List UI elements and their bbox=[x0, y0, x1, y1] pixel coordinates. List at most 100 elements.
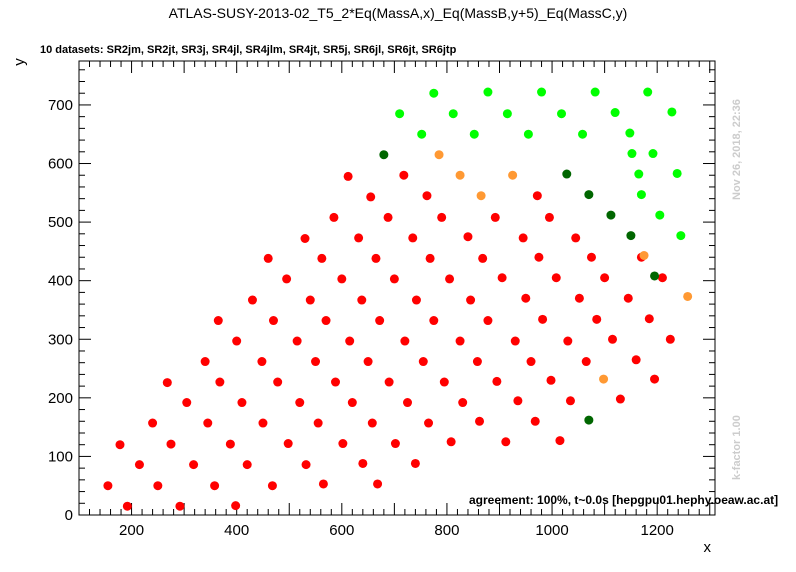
data-point bbox=[546, 375, 556, 385]
data-point bbox=[347, 398, 357, 408]
data-point bbox=[153, 481, 163, 491]
kfactor-annotation: k-factor 1.00 bbox=[731, 415, 743, 480]
data-point bbox=[400, 336, 410, 346]
data-point bbox=[626, 231, 636, 241]
data-point bbox=[182, 398, 192, 408]
data-point bbox=[343, 171, 353, 181]
data-point bbox=[337, 274, 347, 284]
data-point bbox=[115, 440, 125, 450]
data-point bbox=[544, 212, 554, 222]
data-point bbox=[581, 357, 591, 367]
data-point bbox=[483, 87, 493, 97]
data-point bbox=[625, 128, 635, 138]
data-point bbox=[418, 357, 428, 367]
y-tick-label: 400 bbox=[48, 273, 73, 290]
data-point bbox=[565, 396, 575, 406]
data-point bbox=[650, 374, 660, 384]
data-point bbox=[551, 273, 561, 283]
data-point bbox=[534, 252, 544, 262]
data-point bbox=[345, 336, 355, 346]
data-point bbox=[472, 357, 482, 367]
data-point bbox=[483, 316, 493, 326]
data-point bbox=[455, 170, 465, 180]
data-point bbox=[578, 129, 588, 139]
data-point bbox=[429, 316, 439, 326]
data-point bbox=[317, 253, 327, 263]
data-point bbox=[469, 129, 479, 139]
data-point bbox=[439, 377, 449, 387]
x-tick-labels: 200 400 600 800 1000 1200 bbox=[119, 522, 674, 539]
data-point bbox=[373, 479, 383, 489]
x-axis-label: x bbox=[704, 539, 712, 556]
y-tick-label: 500 bbox=[48, 214, 73, 231]
data-point bbox=[672, 168, 682, 178]
data-point bbox=[476, 191, 486, 201]
data-point bbox=[232, 336, 242, 346]
y-axis-label: y bbox=[11, 58, 28, 66]
data-point bbox=[446, 437, 456, 447]
data-point bbox=[237, 398, 247, 408]
data-point bbox=[562, 169, 572, 179]
y-tick-label: 100 bbox=[48, 448, 73, 465]
data-point bbox=[215, 377, 225, 387]
data-point bbox=[331, 377, 341, 387]
data-point bbox=[643, 87, 653, 97]
y-tick-label: 300 bbox=[48, 331, 73, 348]
data-point bbox=[463, 232, 473, 242]
data-point bbox=[411, 295, 421, 305]
data-point bbox=[422, 191, 432, 201]
data-point bbox=[390, 439, 400, 449]
data-point bbox=[521, 293, 531, 303]
timestamp-annotation: Nov 26, 2018, 22:36 bbox=[731, 99, 743, 200]
data-point bbox=[555, 436, 565, 446]
data-point bbox=[586, 252, 596, 262]
x-tick-label: 800 bbox=[434, 522, 459, 539]
data-point bbox=[478, 253, 488, 263]
data-point bbox=[518, 233, 528, 243]
data-point bbox=[338, 439, 348, 449]
data-point bbox=[639, 250, 649, 260]
x-tick-label: 200 bbox=[119, 522, 144, 539]
data-point bbox=[384, 377, 394, 387]
data-point bbox=[225, 439, 235, 449]
data-point bbox=[631, 355, 641, 365]
data-point bbox=[366, 192, 376, 202]
data-point bbox=[329, 212, 339, 222]
data-point bbox=[263, 253, 273, 263]
data-point bbox=[615, 394, 625, 404]
data-point bbox=[584, 415, 594, 425]
data-point bbox=[273, 377, 283, 387]
data-point bbox=[532, 191, 542, 201]
data-point bbox=[242, 460, 252, 470]
data-point bbox=[608, 334, 618, 344]
data-point bbox=[311, 357, 321, 367]
data-point bbox=[434, 150, 444, 160]
data-point bbox=[399, 170, 409, 180]
data-point bbox=[295, 398, 305, 408]
data-point bbox=[676, 231, 686, 241]
data-point bbox=[282, 274, 292, 284]
y-tick-label: 200 bbox=[48, 390, 73, 407]
data-point bbox=[247, 295, 257, 305]
data-point bbox=[584, 190, 594, 200]
agreement-annotation: agreement: 100%, t~0.0s [hepgpu01.hephy.… bbox=[469, 493, 778, 507]
data-point bbox=[103, 481, 113, 491]
data-point bbox=[321, 316, 331, 326]
data-point bbox=[665, 334, 675, 344]
data-point bbox=[267, 481, 277, 491]
data-point bbox=[257, 357, 267, 367]
x-tick-label: 1200 bbox=[640, 522, 673, 539]
y-tick-labels: 0 100 200 300 400 500 600 700 bbox=[48, 97, 73, 524]
data-point bbox=[148, 418, 158, 428]
data-point bbox=[492, 376, 502, 386]
data-point bbox=[610, 108, 620, 118]
y-tick-label: 700 bbox=[48, 97, 73, 114]
data-point bbox=[523, 129, 533, 139]
data-point bbox=[301, 460, 311, 470]
data-point bbox=[268, 316, 278, 326]
data-point bbox=[375, 316, 385, 326]
data-point bbox=[683, 291, 693, 301]
data-point bbox=[599, 374, 609, 384]
data-point bbox=[606, 210, 616, 220]
data-point bbox=[501, 437, 511, 447]
